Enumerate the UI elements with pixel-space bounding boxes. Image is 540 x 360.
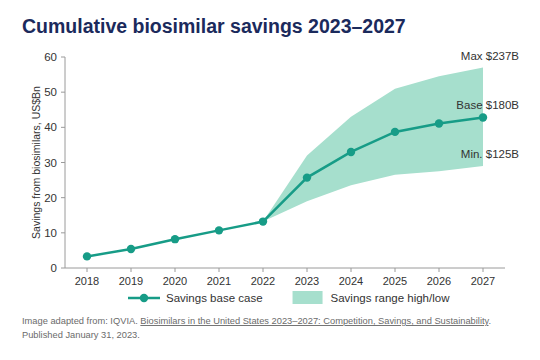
legend-marker bbox=[140, 294, 148, 302]
x-tick bbox=[351, 268, 352, 272]
marker bbox=[171, 235, 179, 243]
marker bbox=[479, 113, 487, 121]
y-tick bbox=[61, 92, 65, 93]
marker bbox=[259, 217, 267, 225]
y-tick bbox=[61, 268, 65, 269]
y-tick bbox=[61, 57, 65, 58]
x-tick-label: 2020 bbox=[163, 275, 187, 287]
plot-area bbox=[83, 68, 487, 261]
x-tick-label: 2024 bbox=[339, 275, 363, 287]
x-tick-label: 2018 bbox=[75, 275, 99, 287]
y-tick bbox=[61, 127, 65, 128]
y-tick-label: 0 bbox=[51, 262, 57, 274]
legend-label: Savings base case bbox=[166, 292, 263, 304]
y-tick-label: 50 bbox=[44, 86, 57, 98]
x-tick-label: 2026 bbox=[427, 275, 451, 287]
marker bbox=[391, 128, 399, 136]
source-date: Published January 31, 2023. bbox=[22, 330, 140, 340]
y-axis-label: Savings from biosimilars, US$Bn bbox=[30, 86, 42, 239]
line bbox=[87, 117, 483, 256]
y-tick bbox=[61, 232, 65, 233]
y-tick-label: 10 bbox=[44, 227, 57, 239]
source-note: Image adapted from: IQVIA. Biosimilars i… bbox=[22, 316, 491, 326]
marker bbox=[215, 226, 223, 234]
y-tick-label: 60 bbox=[44, 51, 57, 63]
x-tick-label: 2025 bbox=[383, 275, 407, 287]
annotation: Min. $125B bbox=[461, 148, 520, 160]
x-tick-label: 2027 bbox=[471, 275, 495, 287]
x-tick-label: 2022 bbox=[251, 275, 275, 287]
x-tick bbox=[131, 268, 132, 272]
x-tick bbox=[175, 268, 176, 272]
marker bbox=[303, 173, 311, 181]
marker bbox=[127, 245, 135, 253]
y-tick-label: 30 bbox=[44, 157, 57, 169]
y-tick bbox=[61, 162, 65, 163]
source-suffix: . bbox=[489, 316, 492, 326]
legend-swatch bbox=[293, 291, 323, 304]
source-link: Biosimilars in the United States 2023–20… bbox=[140, 316, 489, 326]
x-tick bbox=[219, 268, 220, 272]
range-band bbox=[263, 68, 483, 222]
y-tick-label: 40 bbox=[44, 121, 57, 133]
x-tick-label: 2019 bbox=[119, 275, 143, 287]
x-tick bbox=[439, 268, 440, 272]
marker bbox=[83, 252, 91, 260]
x-tick-label: 2023 bbox=[295, 275, 319, 287]
x-tick bbox=[87, 268, 88, 272]
x-tick bbox=[263, 268, 264, 272]
x-tick bbox=[483, 268, 484, 272]
title: Cumulative biosimilar savings 2023–2027 bbox=[22, 15, 406, 37]
legend-label: Savings range high/low bbox=[331, 292, 451, 304]
marker bbox=[347, 148, 355, 156]
chart: Cumulative biosimilar savings 2023–2027 S… bbox=[0, 0, 540, 360]
x-tick-label: 2021 bbox=[207, 275, 231, 287]
x-tick bbox=[395, 268, 396, 272]
y-tick-label: 20 bbox=[44, 192, 57, 204]
annotation: Max $237B bbox=[461, 50, 520, 62]
y-tick bbox=[61, 197, 65, 198]
marker bbox=[435, 119, 443, 127]
source-prefix: Image adapted from: IQVIA. bbox=[22, 316, 140, 326]
x-tick bbox=[307, 268, 308, 272]
annotation: Base $180B bbox=[456, 99, 519, 111]
